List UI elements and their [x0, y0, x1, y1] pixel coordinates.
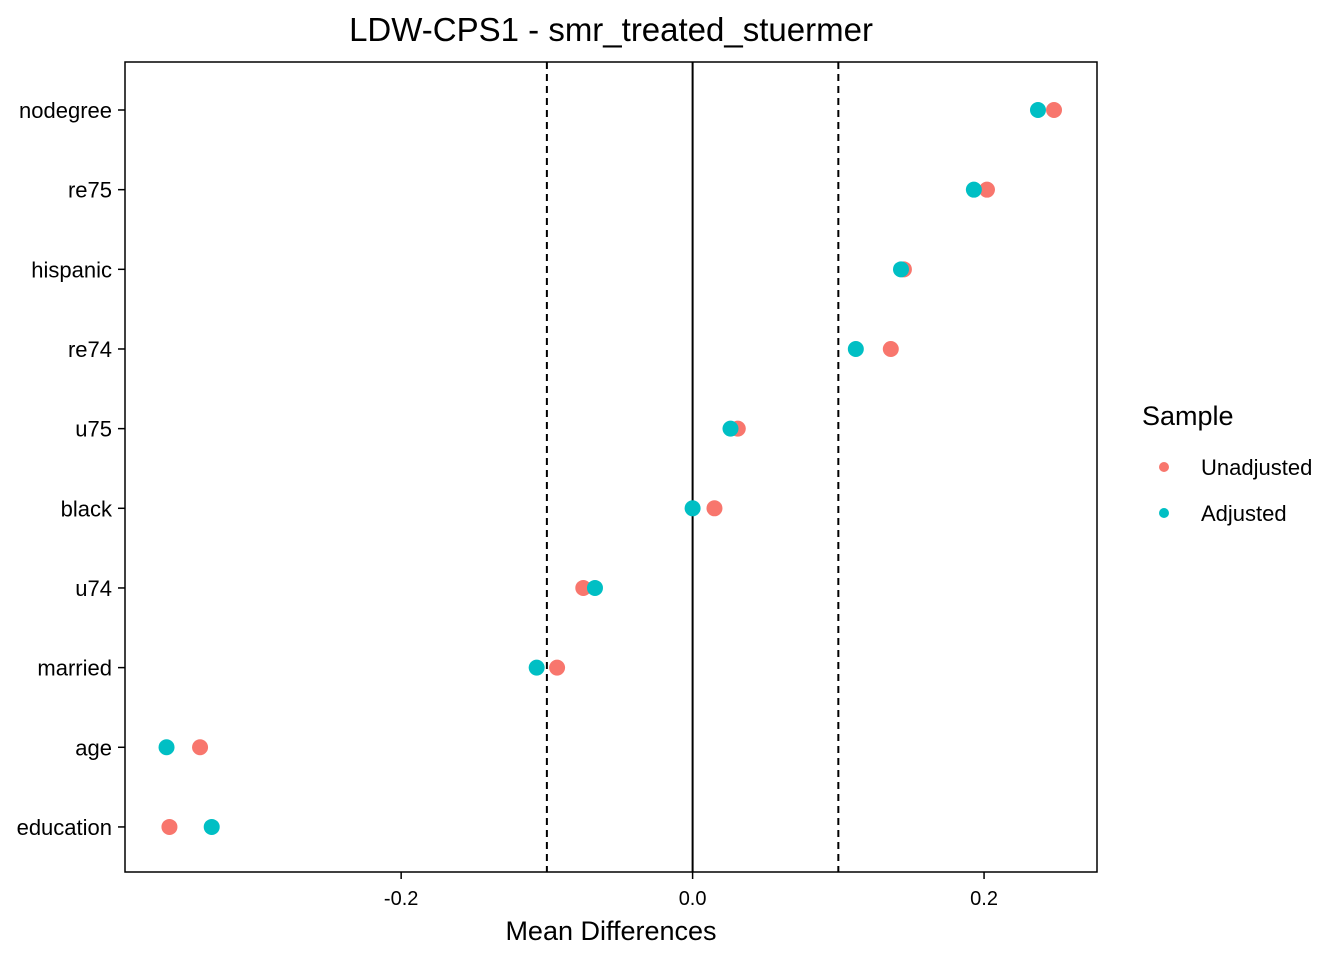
point-adjusted-re74: [847, 340, 864, 357]
y-tick-label-hispanic: hispanic: [31, 257, 112, 282]
y-tick-label-age: age: [75, 735, 112, 760]
x-tick-label: 0.0: [679, 888, 707, 910]
y-axis: nodegree re75 hispanic re74 u75 black u74 marri…: [17, 98, 125, 840]
y-tick-label-re74: re74: [68, 337, 112, 362]
y-tick-label-re75: re75: [68, 178, 112, 203]
legend-label-adjusted: Adjusted: [1201, 501, 1287, 526]
point-unadjusted-re74: [882, 340, 899, 357]
y-tick-label-black: black: [61, 496, 113, 521]
legend-items: Unadjusted Adjusted: [1159, 455, 1312, 526]
point-unadjusted-re75: [978, 181, 995, 198]
point-adjusted-hispanic: [892, 261, 909, 278]
point-adjusted-nodegree: [1029, 102, 1046, 118]
plot-area: nodegree re75 hispanic re74 u75 black u74 marri…: [17, 61, 1098, 910]
x-tick-label: -0.2: [384, 888, 418, 910]
legend-title: Sample: [1142, 401, 1234, 431]
x-tick-label: 0.2: [970, 888, 998, 910]
point-adjusted-married: [528, 659, 545, 676]
plot-border: [124, 61, 1098, 873]
point-unadjusted-age: [192, 739, 209, 756]
y-tick-label-u74: u74: [75, 576, 112, 601]
legend-key-unadjusted: [1159, 462, 1169, 472]
reference-lines: [545, 62, 840, 872]
chart-title: LDW-CPS1 - smr_treated_stuermer: [349, 11, 873, 48]
legend-label-unadjusted: Unadjusted: [1201, 455, 1312, 480]
legend: Sample Unadjusted Adjusted: [1142, 401, 1312, 526]
x-axis-title: Mean Differences: [505, 916, 716, 946]
legend-key-adjusted: [1159, 508, 1169, 518]
point-adjusted-age: [158, 739, 175, 756]
x-axis: -0.2 0.0 0.2: [384, 872, 998, 910]
point-adjusted-black: [684, 500, 701, 517]
point-unadjusted-black: [706, 500, 723, 517]
point-adjusted-u74: [586, 579, 603, 596]
y-tick-label-married: married: [37, 656, 112, 681]
point-unadjusted-nodegree: [1046, 102, 1063, 118]
point-adjusted-u75: [722, 420, 739, 437]
data-points: [158, 102, 1063, 835]
y-tick-label-u75: u75: [75, 417, 112, 442]
y-tick-label-nodegree: nodegree: [19, 98, 112, 123]
y-tick-label-education: education: [17, 815, 112, 840]
point-unadjusted-u74: [575, 579, 592, 596]
point-unadjusted-education: [161, 818, 178, 835]
point-adjusted-re75: [965, 181, 982, 198]
point-unadjusted-married: [549, 659, 566, 676]
point-adjusted-education: [203, 818, 220, 835]
